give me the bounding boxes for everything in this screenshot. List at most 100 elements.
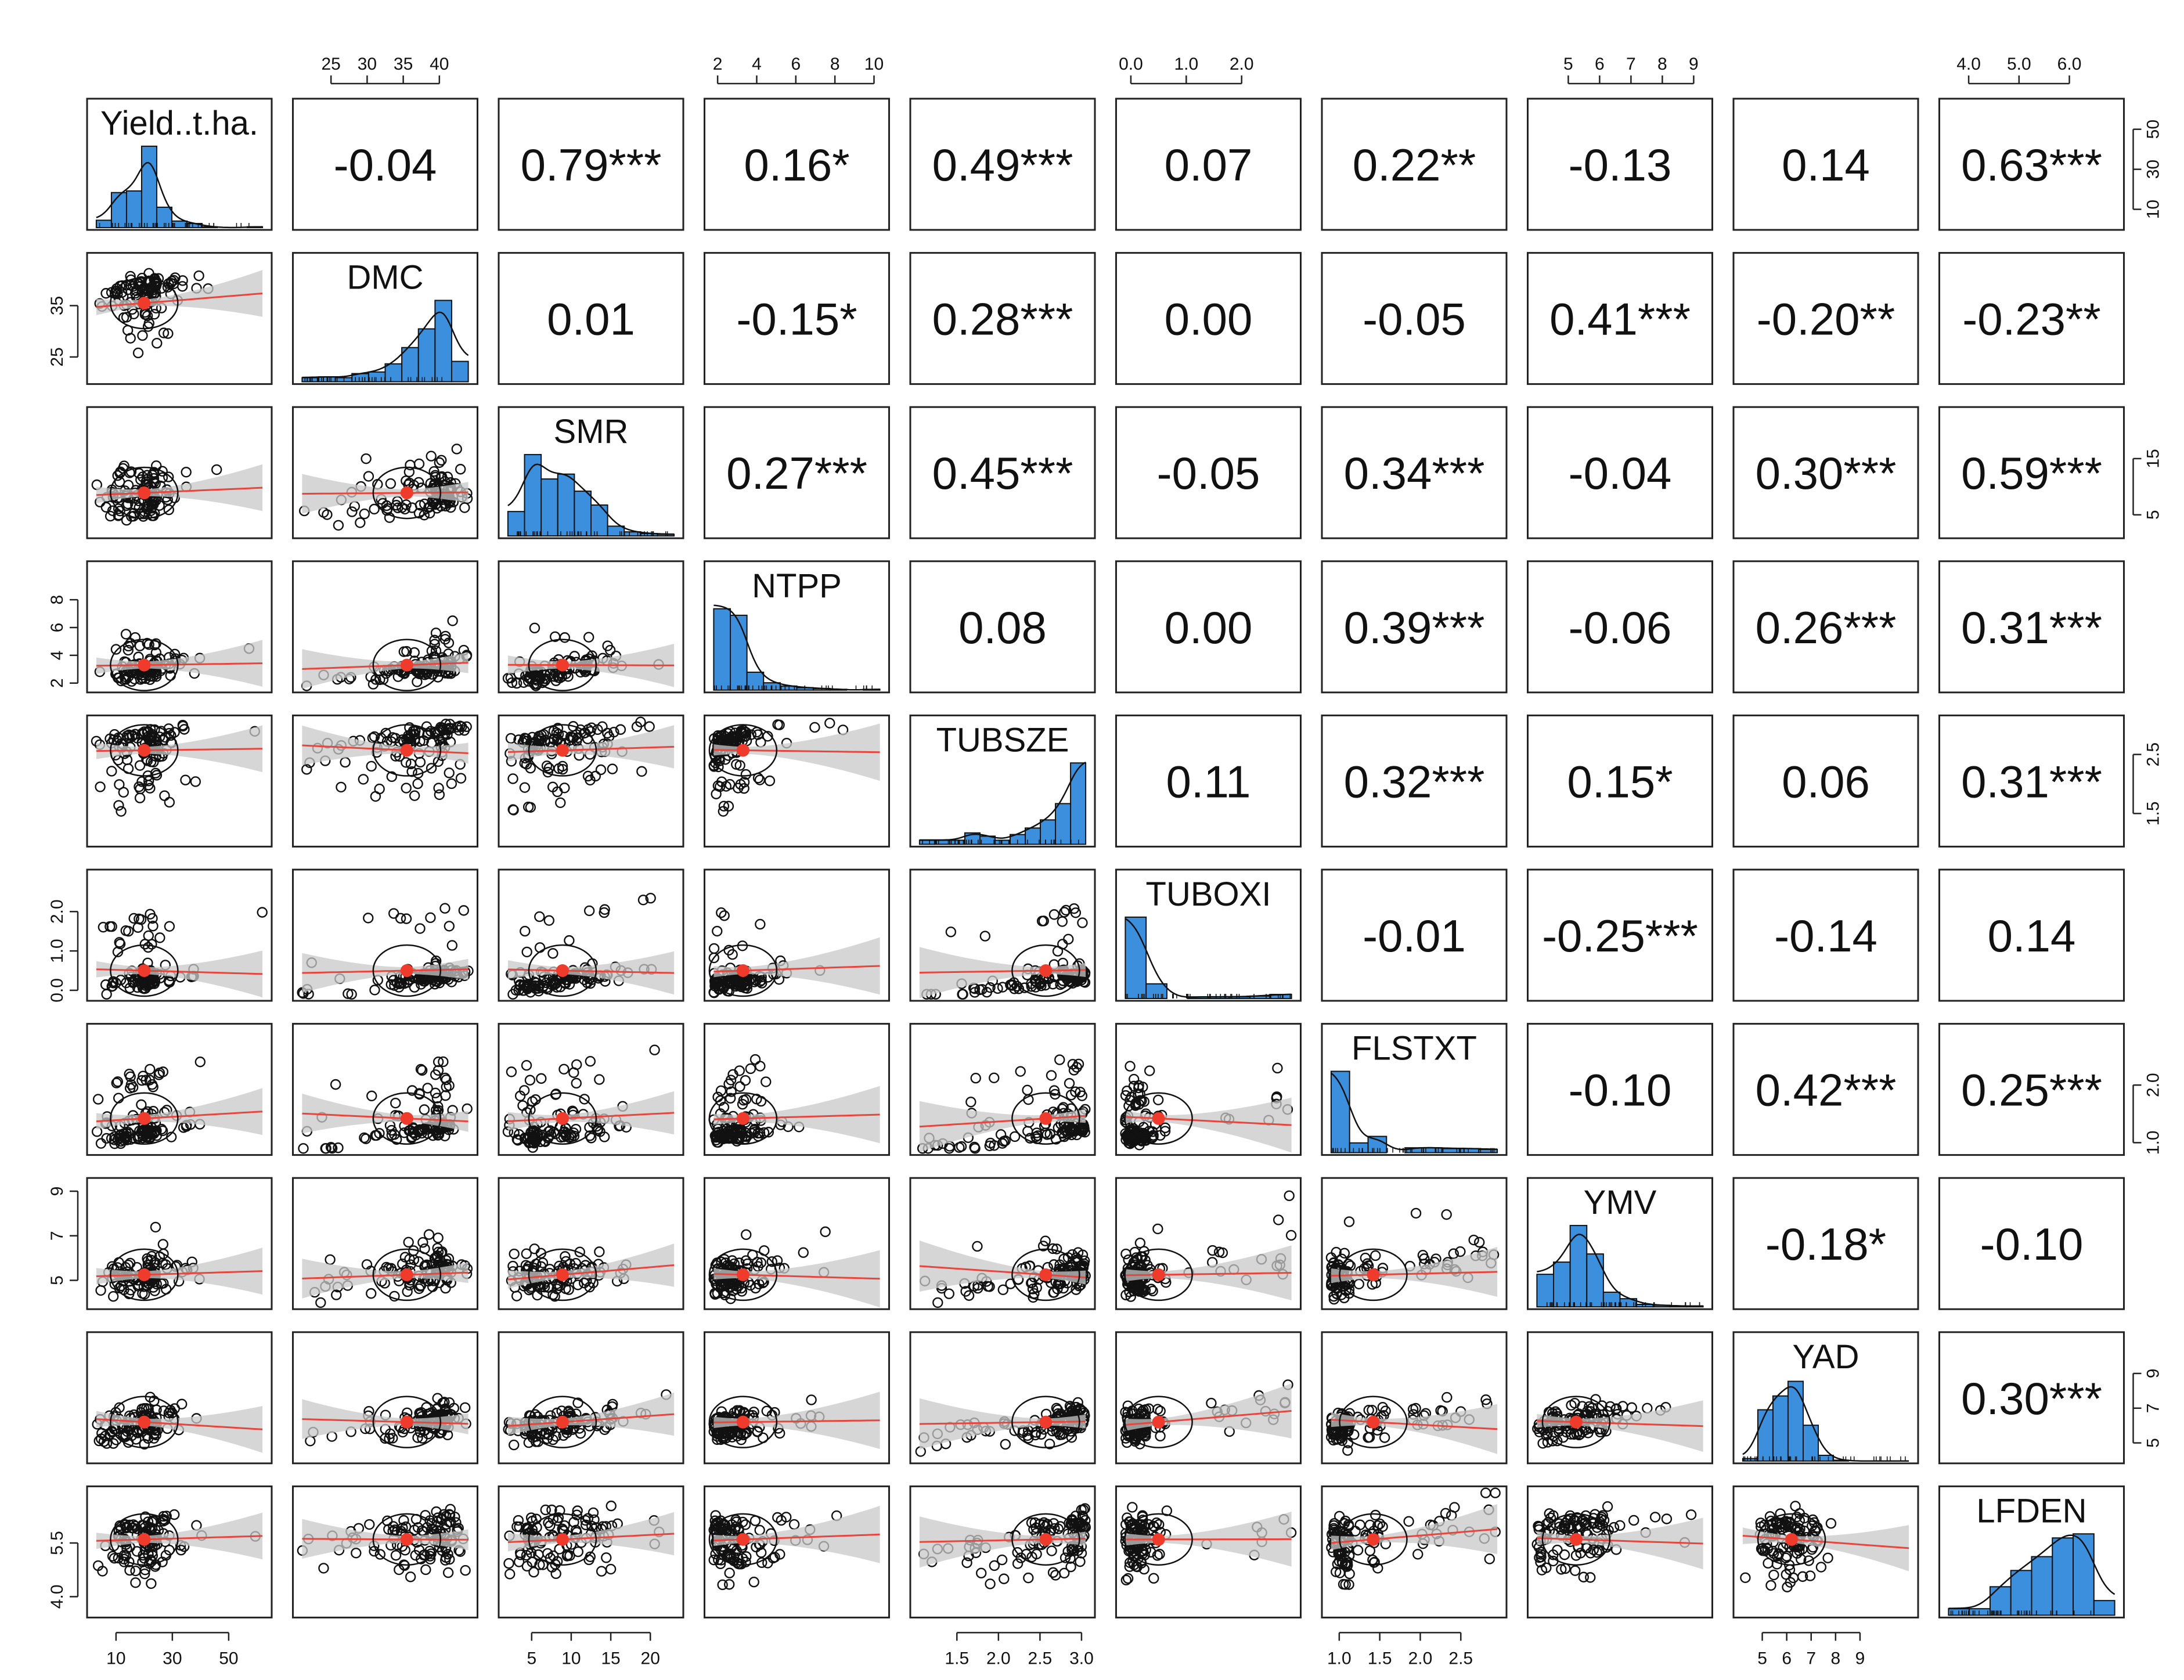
mean-point (400, 1415, 413, 1429)
mean-point (400, 486, 413, 500)
scatter-point (741, 1229, 752, 1241)
panel-border (704, 560, 890, 694)
loess-fit-line (507, 745, 675, 753)
loess-fit-line (96, 662, 263, 667)
scatter-point (127, 1081, 139, 1093)
panel-border (86, 252, 273, 385)
scatter-point (1626, 1402, 1638, 1413)
correlation-label: 0.14 (1782, 139, 1870, 190)
scatter-point (437, 724, 448, 735)
panel-border (704, 868, 890, 1002)
density-curve (302, 311, 469, 378)
scatter-point (125, 274, 136, 286)
mean-point (556, 1268, 569, 1281)
correlation-label: 0.30*** (1961, 1373, 2102, 1424)
panel-r4-c2 (498, 714, 684, 848)
scatter-point (555, 797, 566, 808)
scatter-point (637, 895, 649, 906)
histogram-bar (918, 839, 935, 845)
scatter-point (824, 718, 835, 729)
variable-name: TUBSZE (936, 721, 1069, 759)
panel-r5-c3 (704, 868, 890, 1002)
scatter-point (563, 671, 574, 682)
scatter-point (440, 1090, 451, 1101)
panel-r3-c4: 0.08 (909, 560, 1096, 694)
scatter-point (403, 1236, 414, 1248)
scatter-point (158, 327, 170, 338)
density-curve (713, 604, 880, 691)
panel-border (1938, 868, 2125, 1002)
scatter-point (381, 500, 392, 511)
scatter-point (194, 1057, 206, 1068)
scatter-point (111, 283, 122, 294)
scatter-point (114, 937, 125, 948)
scatter-point (1057, 975, 1069, 986)
scatter-point (146, 1578, 157, 1589)
panel-r0-c3: 0.16* (704, 98, 890, 231)
scatter-point (764, 775, 776, 787)
panel-border (1321, 868, 1508, 1002)
panel-r6-c5 (1115, 1023, 1302, 1156)
scatter-point (551, 982, 563, 993)
scatter-point (1152, 1223, 1163, 1235)
panel-border (498, 714, 684, 848)
scatter-point (509, 1439, 520, 1451)
scatter-point (586, 722, 597, 733)
scatter-point (412, 778, 423, 789)
scatter-point (509, 1248, 520, 1260)
panel-r7-c1 (292, 1177, 478, 1310)
density-curve (1331, 1072, 1498, 1151)
scatter-point (401, 913, 412, 924)
panel-r0-c9: 0.63*** (1938, 98, 2125, 231)
panel-border (1321, 406, 1508, 539)
scatter-point (122, 498, 134, 510)
variable-name: SMR (554, 413, 629, 450)
scatter-point (168, 278, 179, 290)
scatter-point (111, 1077, 122, 1088)
scatter-point (92, 1094, 104, 1105)
correlation-label: 0.41*** (1549, 294, 1691, 345)
scatter-point (1061, 904, 1072, 916)
scatter-point (1152, 1094, 1164, 1105)
scatter-point (734, 1081, 745, 1092)
loess-fit-line (507, 968, 675, 974)
panel-r8-c8: YAD (1732, 1331, 1919, 1465)
panel-r1-c0 (86, 252, 273, 385)
scatter-point (594, 1074, 605, 1085)
scatter-point (361, 453, 372, 464)
scatter-point (149, 978, 160, 989)
panel-r0-c0: Yield..t.ha. (86, 98, 273, 231)
scatter-point (972, 1241, 983, 1252)
scatter-point (95, 781, 106, 792)
scatter-point (406, 502, 417, 513)
scatter-point (157, 466, 168, 477)
scatter-point (136, 1075, 147, 1086)
scatter-point (347, 506, 358, 517)
scatter-point (128, 308, 139, 320)
scatter-point (1410, 1207, 1422, 1219)
scatter-point (522, 676, 534, 687)
scatter-point (506, 1066, 517, 1077)
scatter-point (301, 764, 312, 775)
scatter-point (559, 632, 571, 643)
confidence-band (507, 951, 675, 995)
scatter-point (761, 1076, 772, 1087)
panel-border (909, 98, 1096, 231)
scatter-point (541, 760, 553, 771)
scatter-point (434, 457, 445, 468)
scatter-point (181, 467, 192, 478)
scatter-point (719, 910, 730, 921)
correlation-ellipse (1011, 944, 1080, 997)
scatter-point (1048, 909, 1060, 920)
scatter-point (401, 783, 412, 794)
panel-r5-c8: -0.14 (1732, 868, 1919, 1002)
scatter-point (159, 790, 170, 801)
panel-r7-c5 (1115, 1177, 1302, 1310)
histogram-bar (1145, 983, 1167, 1000)
panel-r7-c8: -0.18* (1732, 1177, 1919, 1310)
scatter-point (129, 632, 141, 643)
confidence-band (302, 649, 468, 689)
mean-point (138, 1112, 151, 1125)
scatter-point (154, 932, 165, 943)
scatter-point (557, 763, 568, 775)
